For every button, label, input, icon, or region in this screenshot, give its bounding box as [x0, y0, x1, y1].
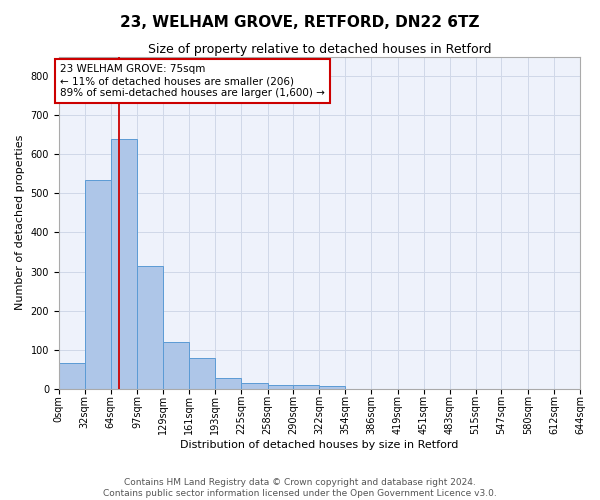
Bar	[268, 385, 293, 388]
Text: 23 WELHAM GROVE: 75sqm
← 11% of detached houses are smaller (206)
89% of semi-de: 23 WELHAM GROVE: 75sqm ← 11% of detached…	[61, 64, 325, 98]
Bar	[293, 385, 319, 388]
Title: Size of property relative to detached houses in Retford: Size of property relative to detached ho…	[148, 42, 491, 56]
Bar	[241, 383, 268, 388]
Text: Contains HM Land Registry data © Crown copyright and database right 2024.
Contai: Contains HM Land Registry data © Crown c…	[103, 478, 497, 498]
Bar	[110, 138, 137, 388]
Bar	[215, 378, 241, 388]
Text: 23, WELHAM GROVE, RETFORD, DN22 6TZ: 23, WELHAM GROVE, RETFORD, DN22 6TZ	[120, 15, 480, 30]
Bar	[163, 342, 189, 388]
Y-axis label: Number of detached properties: Number of detached properties	[15, 135, 25, 310]
Bar	[189, 358, 215, 388]
Bar	[137, 266, 163, 388]
Bar	[319, 386, 345, 388]
X-axis label: Distribution of detached houses by size in Retford: Distribution of detached houses by size …	[180, 440, 458, 450]
Bar	[59, 364, 85, 388]
Bar	[85, 180, 110, 388]
